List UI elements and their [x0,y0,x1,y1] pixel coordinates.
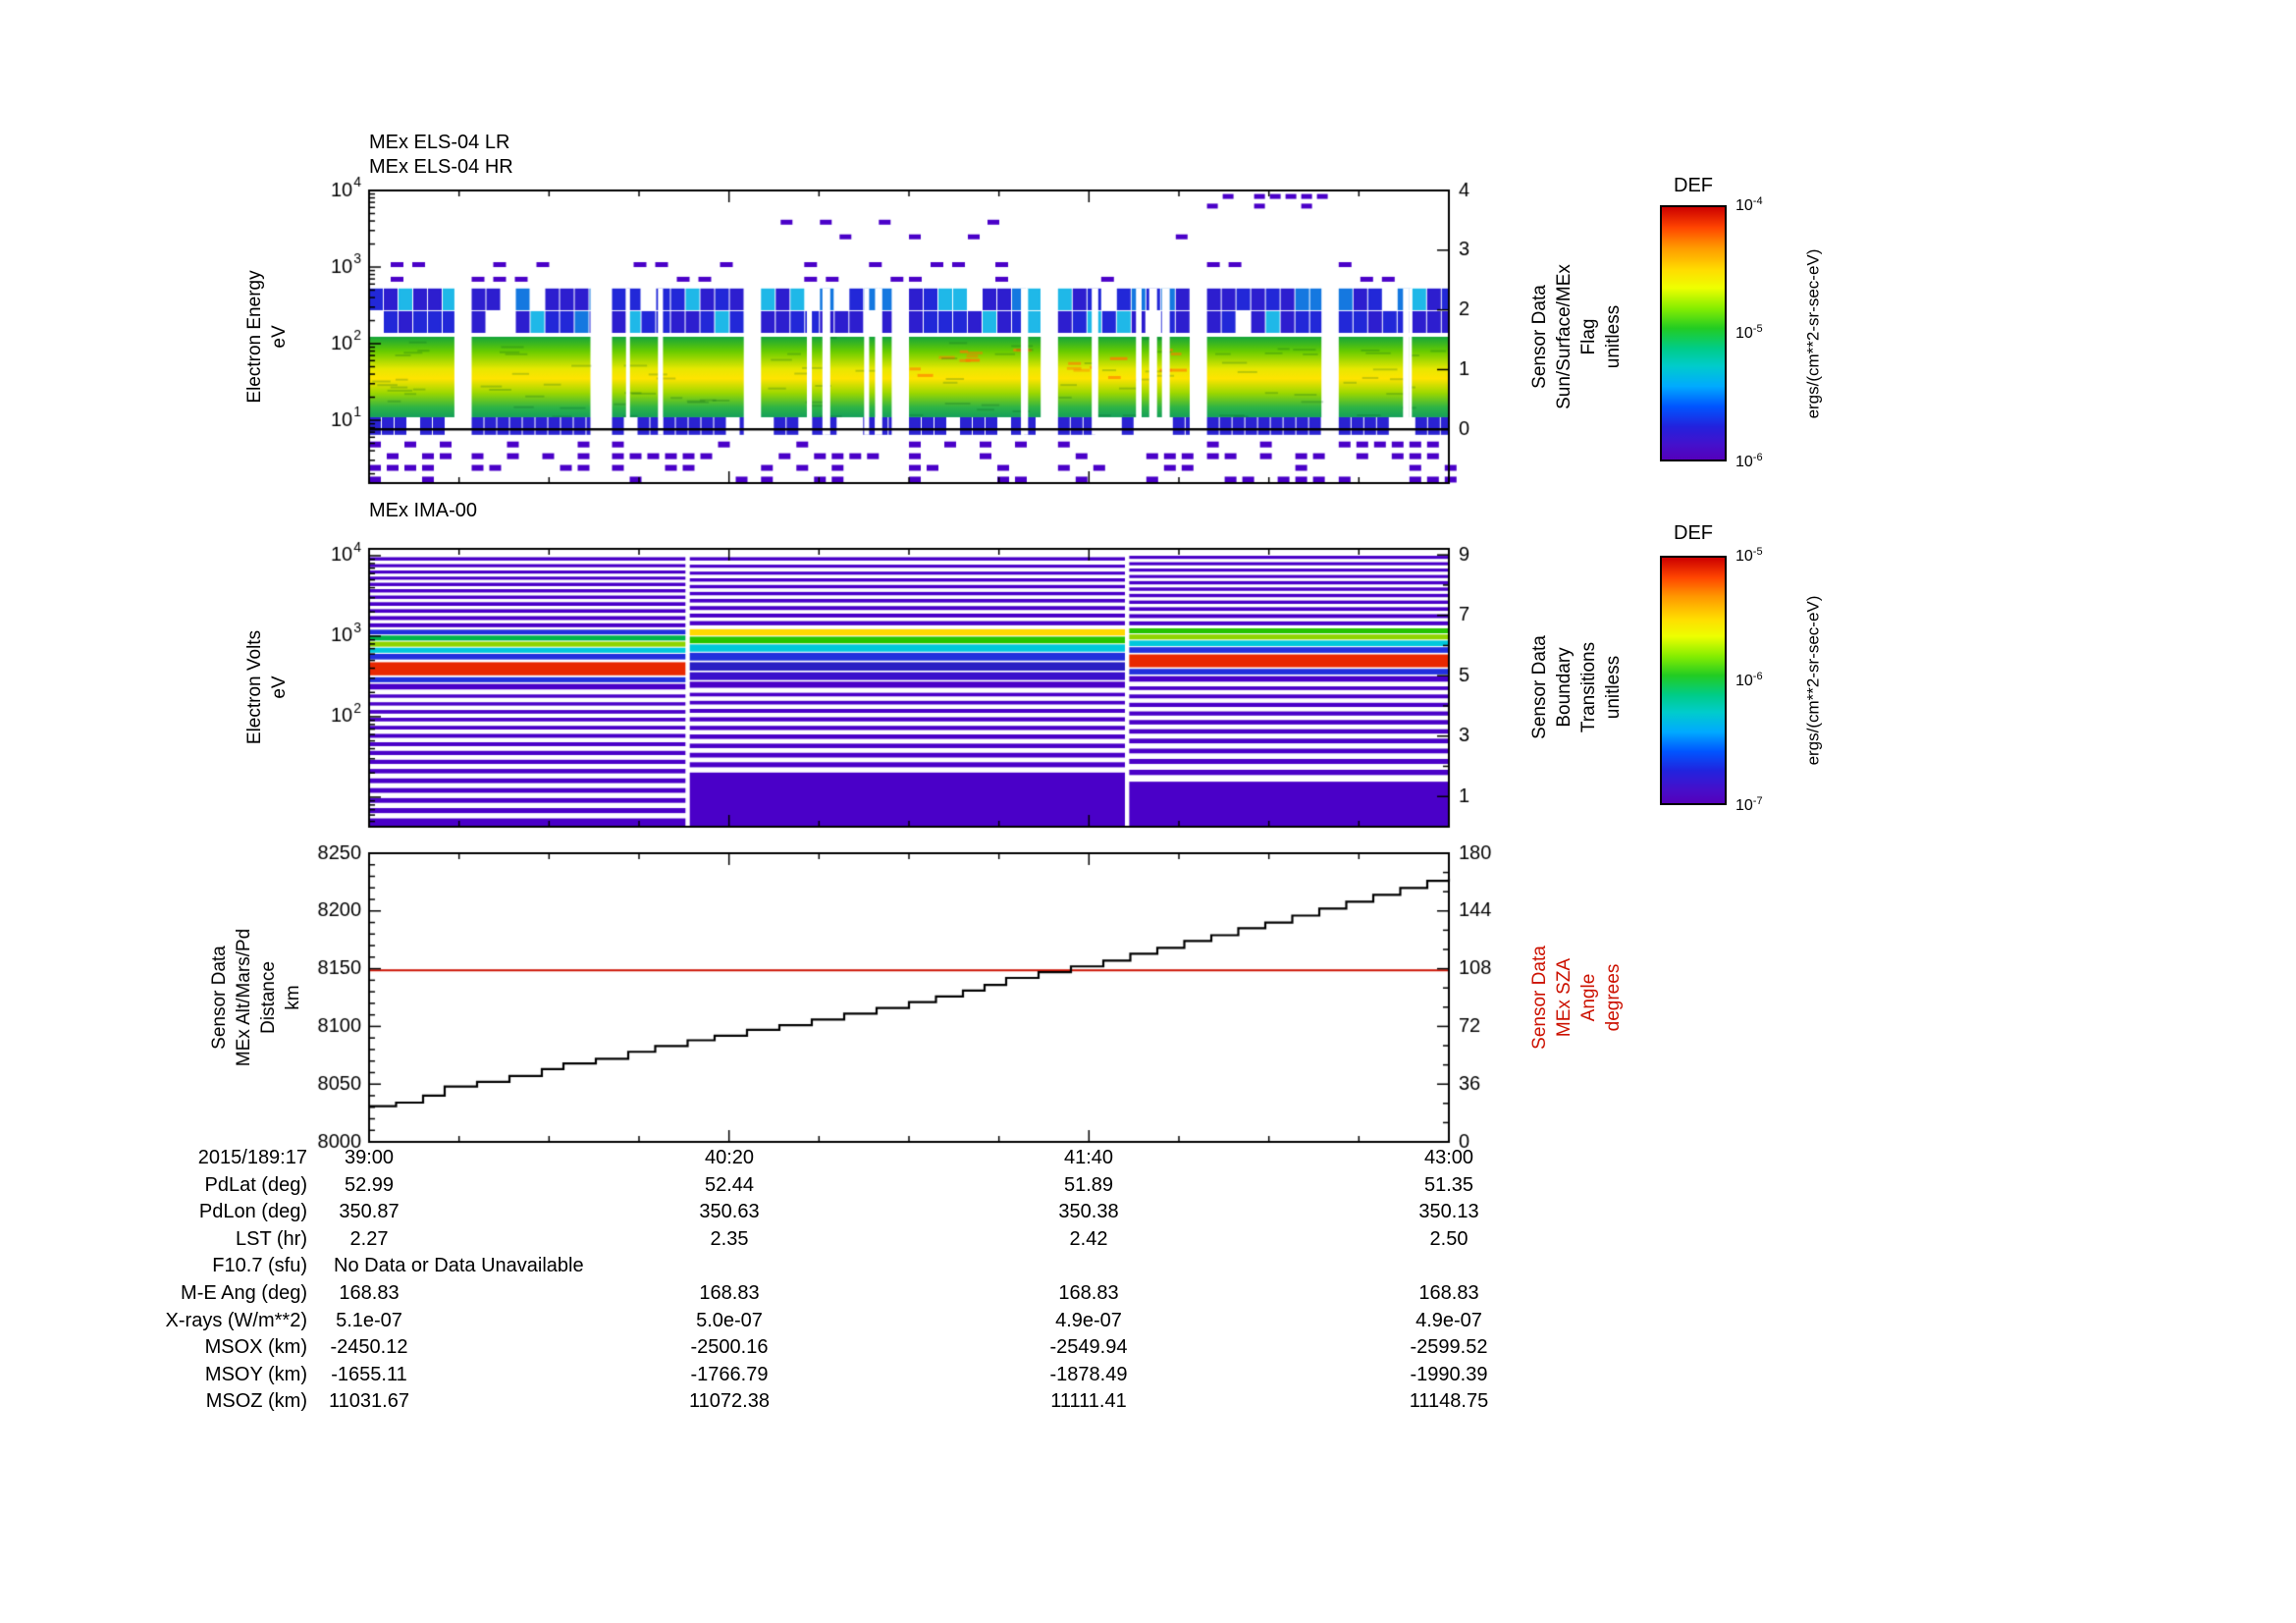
table-cell: 168.83 [1058,1281,1119,1304]
table-cell: -1878.49 [1049,1363,1128,1385]
table-row-msoy: MSOY (km) -1655.11 -1766.79 -1878.49 -19… [0,1362,2296,1389]
table-cell: 350.87 [339,1201,400,1223]
table-cell: 11072.38 [689,1390,770,1413]
table-row-pdlon: PdLon (deg) 350.87 350.63 350.38 350.13 [0,1199,2296,1226]
colorbar2-units-label: ergs/(cm**2-sr-sec-eV) [1803,595,1823,766]
colorbar2-tick-mid: 10-6 [1735,670,1763,690]
table-label: F10.7 (sfu) [212,1255,307,1277]
table-label: X-rays (W/m**2) [165,1309,307,1331]
table-cell: 51.89 [1063,1173,1114,1196]
table-cell-nodata: No Data or Data Unavailable [334,1255,584,1277]
table-label: M-E Ang (deg) [181,1281,307,1304]
colorbar1-tick-top: 10-4 [1735,194,1763,215]
colorbar1-tick-mid: 10-5 [1735,322,1763,343]
table-cell: -2549.94 [1049,1336,1128,1359]
sza-right-axis-label: Sensor Data MEx SZA Angle degrees [1529,946,1624,1050]
table-cell: 43:00 [1423,1147,1474,1168]
colorbar1-title: DEF [1674,175,1713,196]
table-row-meang: M-E Ang (deg) 168.83 168.83 168.83 168.8… [0,1280,2296,1308]
table-cell: 2.42 [1069,1227,1108,1250]
table-label: PdLat (deg) [204,1173,307,1196]
table-cell: 41:40 [1063,1147,1114,1168]
table-cell: 51.35 [1423,1173,1474,1196]
table-cell: -1990.39 [1410,1363,1488,1385]
table-cell: 5.0e-07 [696,1309,763,1331]
table-cell: 5.1e-07 [336,1309,402,1331]
table-row-time: 2015/189:17 39:00 40:20 41:40 43:00 [0,1145,2296,1172]
table-cell: -2599.52 [1410,1336,1488,1359]
ima-right-axis-label: Sensor Data Boundary Transitions unitles… [1529,635,1624,739]
ima-title-line1: MEx IMA-00 [369,500,478,521]
ima-y-axis-label: Electron Volts eV [244,629,290,745]
table-cell: 350.38 [1058,1201,1119,1223]
colorbar2-tick-bottom: 10-7 [1735,794,1763,815]
table-label: PdLon (deg) [198,1201,307,1223]
table-cell: 350.13 [1418,1201,1479,1223]
table-cell: 40:20 [704,1147,755,1168]
colorbar-els [1660,205,1727,461]
table-cell: 11031.67 [329,1390,409,1413]
table-row-msox: MSOX (km) -2450.12 -2500.16 -2549.94 -25… [0,1334,2296,1362]
els-title-line2: MEx ELS-04 HR [369,156,513,178]
table-cell: 2.35 [710,1227,749,1250]
table-cell: 11111.41 [1050,1390,1127,1413]
table-label: MSOX (km) [204,1336,307,1359]
table-label: 2015/189:17 [197,1147,307,1168]
table-label: LST (hr) [236,1227,307,1250]
table-cell: -1655.11 [331,1363,407,1385]
els-title: MEx ELS-04 LR MEx ELS-04 HR [369,131,513,180]
table-cell: 4.9e-07 [1415,1309,1482,1331]
colorbar-els-gradient [1662,207,1725,460]
colorbar2-tick-top: 10-5 [1735,545,1763,566]
table-row-xrays: X-rays (W/m**2) 5.1e-07 5.0e-07 4.9e-07 … [0,1308,2296,1335]
els-y-axis-label: Electron Energy eV [244,270,290,404]
table-row-msoz: MSOZ (km) 11031.67 11072.38 11111.41 111… [0,1388,2296,1416]
els-title-line1: MEx ELS-04 LR [369,132,510,153]
table-cell: 2.27 [349,1227,389,1250]
table-cell: 168.83 [1418,1281,1479,1304]
table-cell: 4.9e-07 [1055,1309,1122,1331]
table-row-f107: F10.7 (sfu) No Data or Data Unavailable [0,1253,2296,1280]
colorbar-ima-gradient [1662,558,1725,803]
colorbar1-units-label: ergs/(cm**2-sr-sec-eV) [1803,248,1823,419]
table-cell: 52.44 [704,1173,755,1196]
table-label: MSOY (km) [204,1363,307,1385]
table-cell: 168.83 [339,1281,400,1304]
table-cell: 350.63 [699,1201,760,1223]
ephemeris-table: 2015/189:17 39:00 40:20 41:40 43:00 PdLa… [0,1145,2296,1416]
table-cell: 168.83 [699,1281,760,1304]
table-cell: 2.50 [1429,1227,1468,1250]
table-cell: 11148.75 [1409,1390,1489,1413]
colorbar-ima [1660,556,1727,805]
table-cell: 39:00 [344,1147,395,1168]
ima-title: MEx IMA-00 [369,499,477,523]
table-cell: -2450.12 [330,1336,408,1359]
table-row-pdlat: PdLat (deg) 52.99 52.44 51.89 51.35 [0,1172,2296,1200]
table-cell: 52.99 [344,1173,395,1196]
alt-y-axis-label: Sensor Data MEx Alt/Mars/Pd Distance km [209,928,303,1067]
table-label: MSOZ (km) [205,1390,307,1413]
table-cell: -2500.16 [690,1336,769,1359]
colorbar2-title: DEF [1674,522,1713,544]
table-cell: -1766.79 [690,1363,769,1385]
colorbar1-tick-bottom: 10-6 [1735,451,1763,471]
els-right-axis-label: Sensor Data Sun/Surface/MEx Flag unitles… [1529,264,1624,409]
table-row-lst: LST (hr) 2.27 2.35 2.42 2.50 [0,1226,2296,1254]
